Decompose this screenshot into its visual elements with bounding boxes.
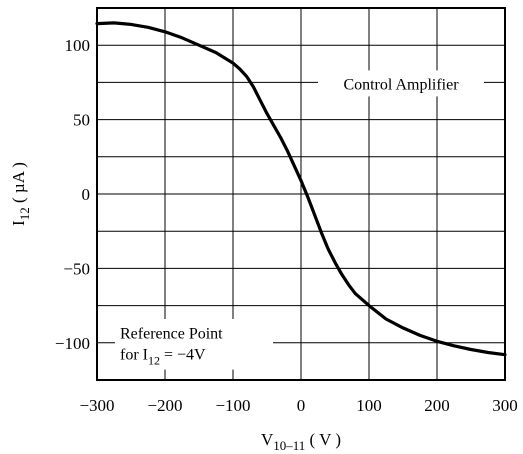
x-axis-label-unit: ( V ) — [305, 430, 341, 449]
x-axis-label-sub: 10–11 — [273, 438, 305, 453]
x-axis-label: V10–11 ( V ) — [261, 430, 341, 453]
x-tick-label: 200 — [424, 396, 450, 415]
y-axis-label-unit: ( µA ) — [9, 162, 28, 207]
x-tick-labels: −300 −200 −100 0 100 200 300 — [79, 396, 517, 415]
x-tick-label: 100 — [356, 396, 382, 415]
y-axis-label-main: I — [9, 220, 28, 226]
reference-point-label: Reference Point — [120, 325, 223, 342]
y-tick-label: 50 — [73, 111, 90, 130]
y-tick-labels: 100 50 0 −50 −100 — [55, 36, 90, 353]
y-tick-label: 0 — [82, 185, 91, 204]
x-tick-label: −300 — [79, 396, 114, 415]
plot-frame — [96, 7, 506, 381]
x-tick-label: −200 — [147, 396, 182, 415]
control-amplifier-label-bg — [318, 70, 484, 97]
series-line-i12-vs-v10-11 — [95, 21, 507, 357]
ref-subscript: 12 — [148, 354, 160, 368]
y-tick-label: −50 — [63, 259, 90, 278]
reference-point-label-bg — [115, 318, 273, 370]
x-tick-label: 0 — [297, 396, 306, 415]
y-axis-label-sub: 12 — [17, 207, 32, 220]
x-tick-label: −100 — [215, 396, 250, 415]
control-amplifier-label: Control Amplifier — [343, 76, 459, 93]
y-tick-label: −100 — [55, 334, 90, 353]
y-tick-label: 100 — [65, 36, 91, 55]
x-tick-label: 300 — [492, 396, 518, 415]
ref-suffix: = −4V — [160, 347, 206, 364]
y-axis-label: I12 ( µA ) — [9, 162, 32, 226]
reference-point-formula-label: for I12 = −4V — [120, 347, 206, 368]
ref-prefix: for I — [120, 347, 148, 364]
x-axis-label-main: V — [261, 430, 274, 449]
